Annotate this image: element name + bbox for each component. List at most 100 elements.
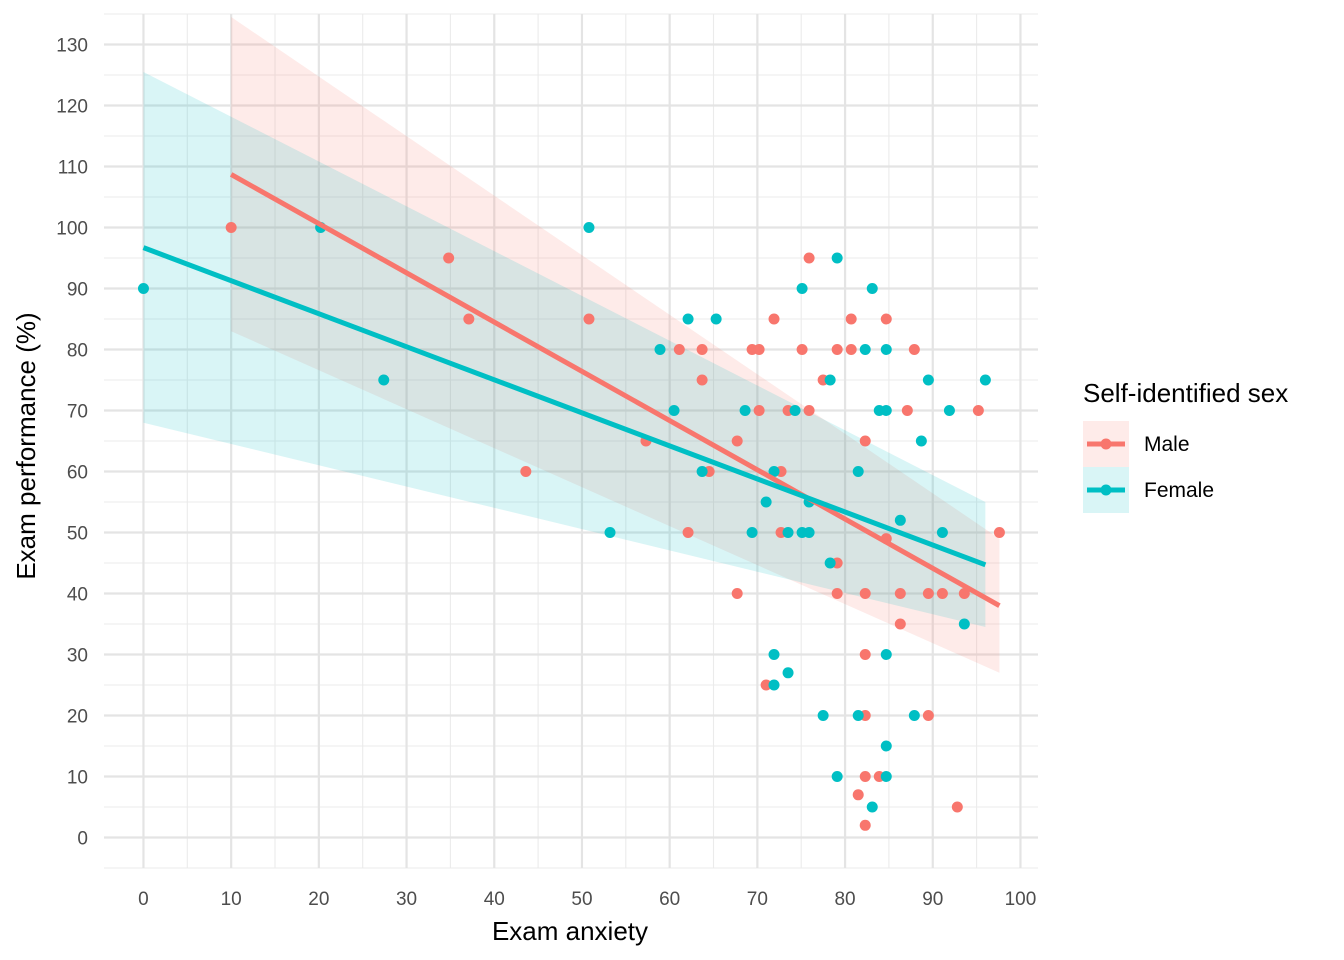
y-tick-label: 20	[67, 707, 88, 728]
point-male	[831, 344, 843, 355]
legend-title: Self-identified sex	[1083, 378, 1288, 408]
point-female	[936, 527, 948, 538]
y-tick-labels: 0 10 20 30 40 50 60 70 80 90 100 110 120 130	[56, 36, 88, 850]
point-female	[922, 374, 934, 386]
point-male	[768, 313, 780, 325]
y-tick-label: 30	[67, 646, 88, 667]
x-tick-label: 70	[747, 889, 768, 910]
point-female	[789, 405, 801, 416]
point-male	[936, 588, 948, 599]
point-female	[880, 740, 892, 752]
x-tick-labels: 0 10 20 30 40 50 60 70 80 90 100	[138, 889, 1036, 910]
point-male	[845, 344, 857, 355]
minor-gridlines	[104, 13, 1038, 869]
point-male	[859, 771, 871, 782]
point-male	[852, 789, 864, 801]
point-female	[137, 283, 149, 294]
point-female	[782, 667, 794, 679]
legend-key-point	[1100, 438, 1112, 450]
point-female	[760, 496, 772, 508]
x-axis-title: Exam anxiety	[492, 916, 648, 946]
point-female	[768, 679, 780, 691]
y-tick-label: 130	[56, 36, 88, 57]
point-male	[463, 313, 475, 325]
fit-lines	[142, 172, 1001, 608]
point-male	[859, 649, 871, 660]
point-male	[520, 466, 532, 477]
confidence-ribbons	[143, 17, 1000, 673]
point-female	[817, 710, 829, 721]
y-tick-label: 90	[67, 280, 88, 301]
x-tick-label: 60	[659, 889, 680, 910]
point-male	[225, 222, 237, 233]
point-male	[443, 252, 455, 264]
point-male	[908, 344, 920, 355]
point-female	[768, 466, 780, 477]
y-tick-label: 0	[77, 829, 88, 850]
y-tick-label: 10	[67, 768, 88, 789]
x-tick-label: 10	[221, 889, 242, 910]
point-male	[859, 588, 871, 599]
point-female	[979, 374, 991, 386]
point-male	[951, 801, 963, 813]
point-female	[583, 222, 595, 233]
point-female	[852, 710, 864, 721]
y-tick-label: 80	[67, 341, 88, 362]
ci-ribbon-female	[143, 71, 986, 628]
point-female	[859, 344, 871, 355]
y-tick-label: 40	[67, 585, 88, 606]
point-male	[682, 527, 694, 538]
y-tick-label: 100	[56, 219, 88, 240]
point-male	[803, 405, 815, 416]
point-male	[731, 435, 743, 447]
point-female	[831, 771, 843, 782]
point-male	[972, 405, 984, 416]
x-tick-label: 40	[484, 889, 505, 910]
x-tick-label: 100	[1005, 889, 1037, 910]
point-male	[731, 588, 743, 599]
point-female	[866, 283, 878, 294]
point-female	[880, 405, 892, 416]
point-female	[768, 649, 780, 660]
point-male	[673, 344, 685, 355]
point-male	[993, 527, 1005, 538]
point-female	[654, 344, 666, 355]
point-female	[880, 649, 892, 660]
point-male	[901, 405, 913, 416]
point-female	[824, 374, 836, 386]
legend-label: Male	[1144, 433, 1190, 456]
point-male	[894, 588, 906, 599]
point-female	[894, 514, 906, 526]
point-female	[958, 618, 970, 630]
point-male	[859, 435, 871, 447]
point-female	[852, 466, 864, 477]
legend: Self-identified sex Male Female	[1083, 378, 1288, 513]
point-male	[696, 374, 708, 386]
legend-key-point	[1100, 484, 1112, 496]
x-tick-label: 50	[571, 889, 592, 910]
point-male	[803, 252, 815, 264]
point-male	[753, 405, 765, 416]
point-male	[958, 588, 970, 599]
point-female	[796, 283, 808, 294]
point-male	[894, 618, 906, 630]
point-male	[845, 313, 857, 325]
fit-line-male	[229, 172, 1001, 608]
point-female	[880, 771, 892, 782]
point-male	[796, 344, 808, 355]
data-points	[137, 222, 1005, 831]
point-female	[604, 527, 616, 538]
point-female	[746, 527, 758, 538]
point-male	[880, 313, 892, 325]
point-female	[378, 374, 390, 386]
y-tick-label: 70	[67, 402, 88, 423]
point-male	[859, 819, 871, 831]
point-female	[824, 557, 836, 569]
x-tick-label: 0	[138, 889, 149, 910]
x-tick-label: 90	[922, 889, 943, 910]
x-tick-label: 80	[834, 889, 855, 910]
point-female	[915, 435, 927, 447]
point-male	[583, 313, 595, 325]
point-female	[880, 344, 892, 355]
